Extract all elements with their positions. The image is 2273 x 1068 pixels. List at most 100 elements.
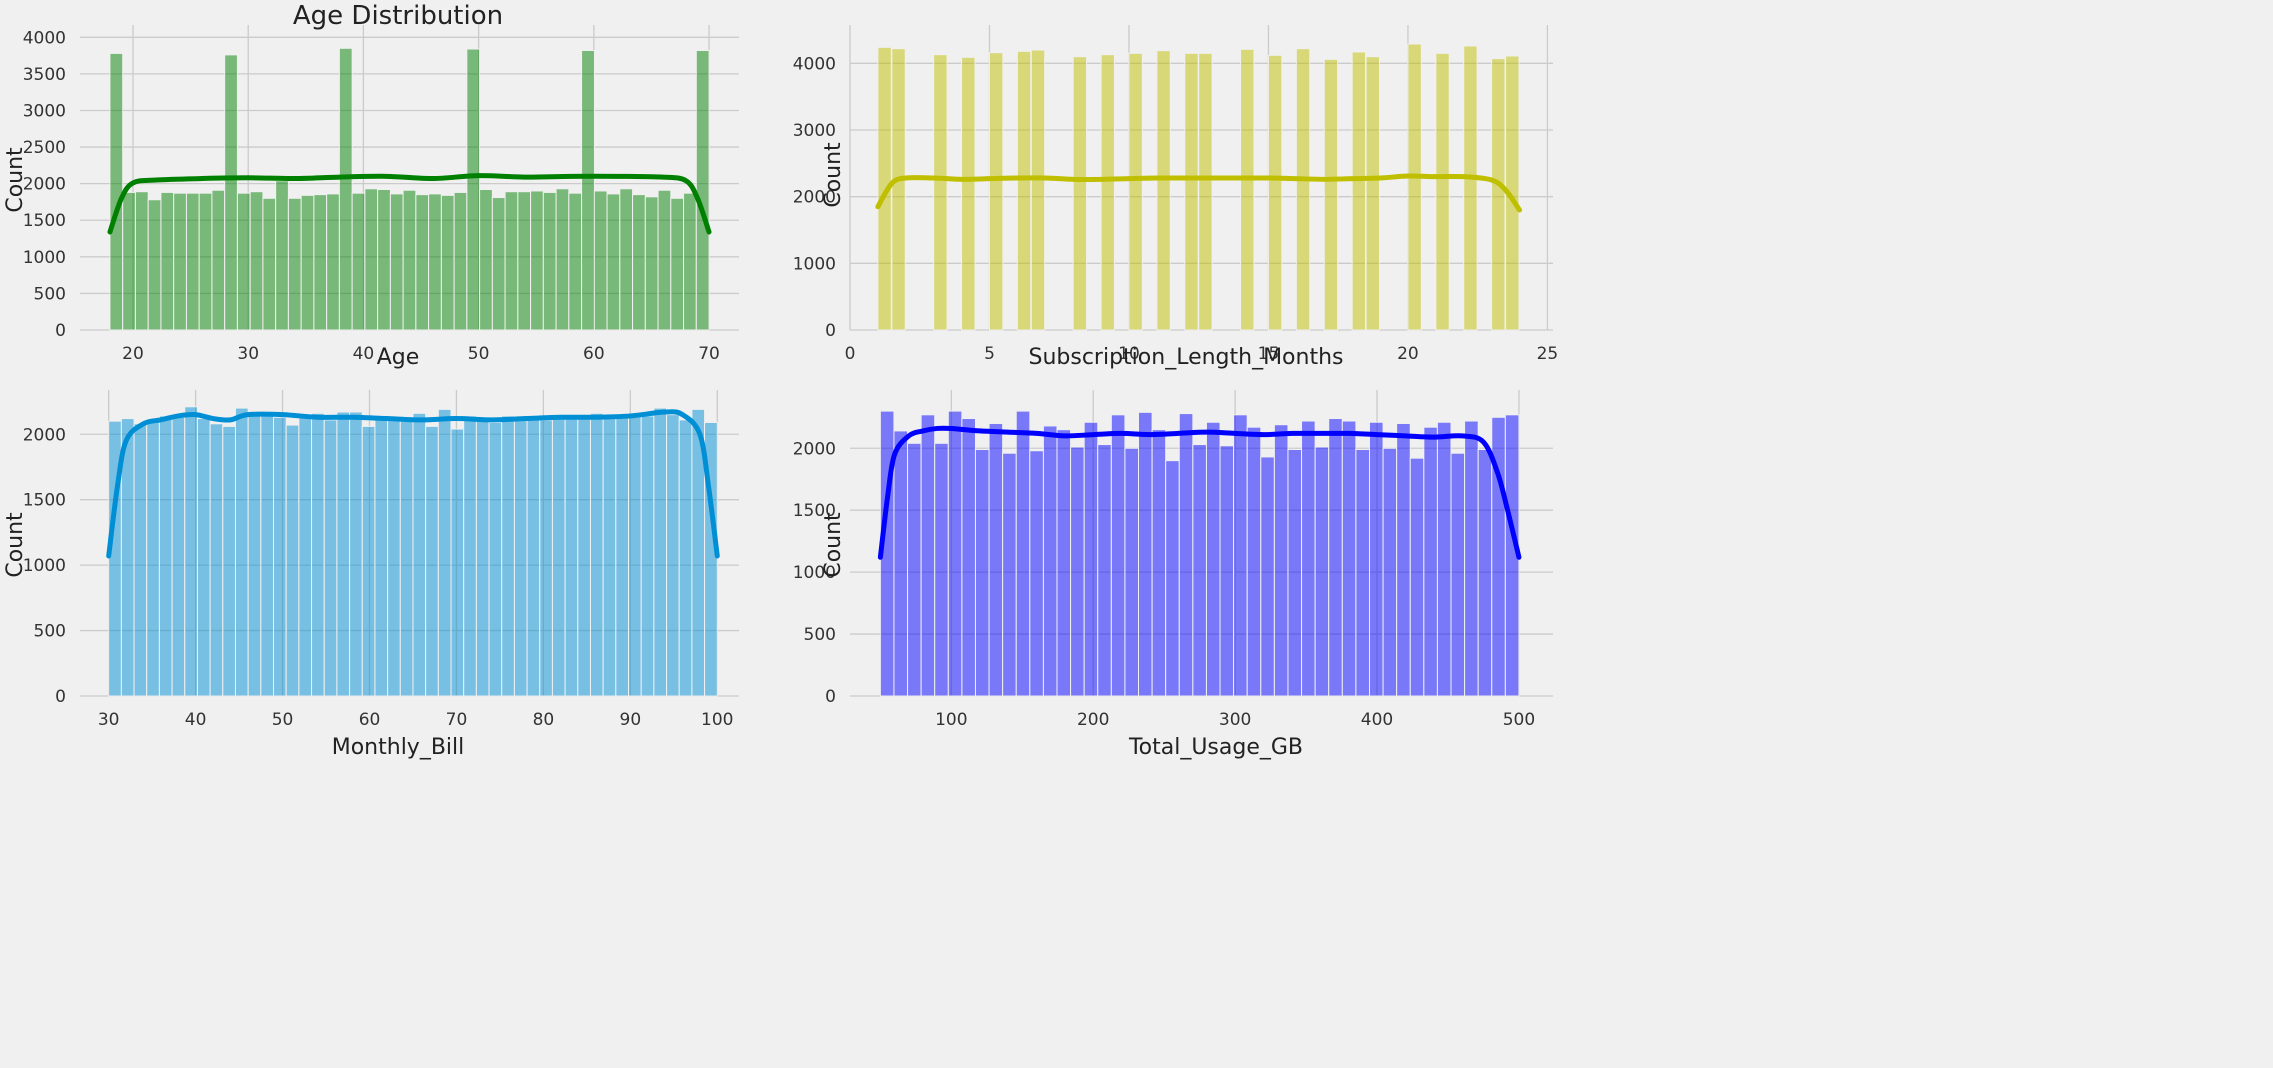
histogram-bar <box>415 194 430 331</box>
histogram-bar <box>1110 414 1126 697</box>
histogram-bar <box>428 193 442 331</box>
histogram-bar <box>1030 49 1046 331</box>
histogram-bar <box>988 422 1004 697</box>
histogram-bar <box>1128 52 1143 331</box>
histogram-bar <box>185 192 200 331</box>
histogram-bar <box>1464 420 1479 697</box>
histogram-bar <box>988 52 1004 331</box>
histogram-bar <box>488 421 503 697</box>
histogram-bar <box>134 191 149 331</box>
x-tick-labels: 100 200 300 400 500 <box>935 710 1535 730</box>
histogram-bar <box>260 415 275 697</box>
histogram-bar <box>504 191 519 331</box>
y-tick-label: 0 <box>825 321 836 341</box>
histogram-bar <box>683 192 697 331</box>
histogram-bar <box>933 54 948 331</box>
x-tick-label: 80 <box>533 710 555 730</box>
histogram-bar <box>1355 449 1370 697</box>
subscription-length-panel: 0 5 10 15 20 25 0 1000 2000 3000 4000 Subscriptio… <box>793 25 1558 370</box>
histogram-bar <box>564 415 579 697</box>
y-tick-label: 500 <box>34 622 66 642</box>
x-tick-label: 70 <box>446 710 468 730</box>
histogram-bar <box>961 418 976 697</box>
histogram-bar <box>1267 54 1283 331</box>
histogram-bar <box>1240 48 1255 331</box>
histogram-bar <box>1124 447 1140 697</box>
histogram-bar <box>479 189 493 331</box>
x-tick-label: 100 <box>935 710 967 730</box>
histogram-bar <box>336 411 351 697</box>
x-tick-label: 200 <box>1077 710 1109 730</box>
histogram-bar <box>1351 51 1367 331</box>
histogram-bar <box>1015 410 1031 697</box>
x-tick-label: 5 <box>984 344 995 364</box>
x-tick-label: 70 <box>698 344 720 364</box>
histogram-bar <box>539 419 553 697</box>
histogram-bar <box>109 52 124 331</box>
y-tick-label: 0 <box>55 687 66 707</box>
histogram-bar <box>653 407 668 697</box>
histogram-bar <box>670 197 685 331</box>
histogram-bar <box>147 199 162 331</box>
histogram-bar <box>338 47 353 331</box>
histogram-bar <box>1287 449 1303 697</box>
bars <box>108 406 718 697</box>
histogram-bar <box>1192 444 1207 697</box>
histogram-bar <box>640 415 655 697</box>
histogram-bar <box>619 188 634 331</box>
histogram-bar <box>1491 58 1506 331</box>
histogram-bar <box>920 414 936 697</box>
histogram-bar <box>551 415 566 697</box>
histogram-bar <box>1138 411 1153 697</box>
histogram-bar <box>374 416 389 697</box>
histogram-bar <box>526 419 541 697</box>
x-tick-label: 40 <box>185 710 207 730</box>
y-tick-label: 4000 <box>793 54 836 74</box>
histogram-bar <box>1097 444 1112 697</box>
histogram-bar <box>907 442 922 697</box>
histogram-bar <box>1477 449 1493 697</box>
histogram-bar <box>891 48 906 331</box>
histogram-bar <box>568 192 583 331</box>
histogram-bar <box>146 420 160 697</box>
y-tick-label: 2000 <box>793 188 836 208</box>
histogram-bar <box>1042 425 1058 697</box>
x-tick-label: 60 <box>359 710 381 730</box>
x-tick-label: 50 <box>468 344 490 364</box>
histogram-bar <box>173 192 187 331</box>
histogram-bar <box>311 412 325 697</box>
histogram-bar <box>1100 54 1115 331</box>
y-tick-label: 1500 <box>793 501 836 521</box>
histogram-bar <box>974 449 990 697</box>
y-tick-label: 3500 <box>23 65 66 85</box>
histogram-bar <box>1407 43 1422 331</box>
histogram-bar <box>300 194 315 331</box>
x-tick-label: 50 <box>272 710 294 730</box>
histogram-bar <box>542 191 557 331</box>
histogram-bar <box>513 416 528 697</box>
histogram-bar <box>158 415 173 697</box>
histogram-bar <box>555 188 570 331</box>
histogram-bar <box>1002 452 1017 697</box>
histogram-bar <box>402 189 417 331</box>
histogram-bar <box>361 425 376 697</box>
histogram-bar <box>934 442 949 697</box>
histogram-bar <box>209 423 224 697</box>
histogram-bar <box>501 415 515 697</box>
x-tick-label: 0 <box>845 344 856 364</box>
histogram-bar <box>1070 446 1085 697</box>
histogram-bar <box>606 193 621 331</box>
histogram-bar <box>249 191 264 331</box>
histogram-bar <box>517 191 532 331</box>
x-tick-labels: 30 40 50 60 70 80 90 100 <box>98 710 734 730</box>
age-distribution-panel: Age Distribution 20 30 40 50 60 70 0 500 1000 15… <box>3 1 739 370</box>
x-tick-label: 100 <box>701 710 733 730</box>
histogram-bar <box>351 192 366 331</box>
histogram-bar <box>313 194 328 331</box>
y-tick-label: 1000 <box>793 563 836 583</box>
histogram-bar <box>1273 424 1289 697</box>
bars <box>879 410 1520 697</box>
y-tick-label: 3000 <box>23 101 66 121</box>
histogram-bar <box>1301 420 1316 697</box>
x-tick-label: 40 <box>353 344 375 364</box>
